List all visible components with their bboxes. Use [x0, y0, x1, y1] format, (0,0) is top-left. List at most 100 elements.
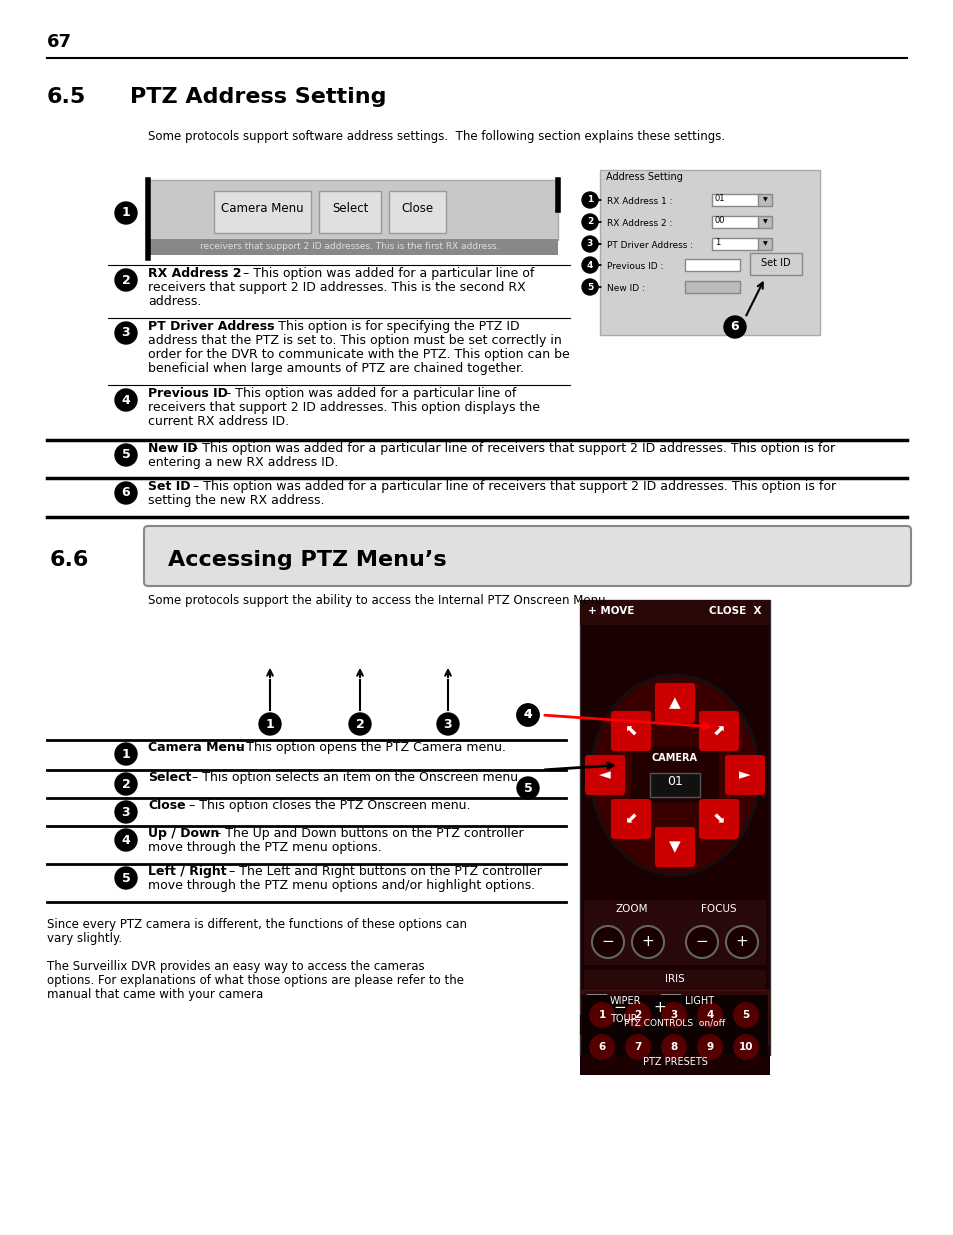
FancyBboxPatch shape — [318, 191, 380, 233]
Bar — [583, 900, 765, 965]
Text: 1: 1 — [714, 238, 720, 247]
Text: move through the PTZ menu options and/or highlight options.: move through the PTZ menu options and/or… — [148, 879, 535, 892]
FancyBboxPatch shape — [389, 191, 446, 233]
Text: manual that came with your camera: manual that came with your camera — [47, 988, 263, 1002]
Text: 9: 9 — [706, 1042, 713, 1052]
Text: 2: 2 — [586, 217, 593, 226]
Text: 01: 01 — [666, 776, 682, 788]
Text: 4: 4 — [121, 394, 131, 406]
Circle shape — [258, 713, 281, 735]
Bar — [583, 969, 765, 1025]
Circle shape — [624, 1034, 650, 1060]
Circle shape — [732, 1002, 759, 1028]
Bar — [711, 216, 760, 228]
Text: 4: 4 — [523, 709, 532, 721]
Circle shape — [588, 1034, 615, 1060]
Text: Address Setting: Address Setting — [605, 172, 682, 182]
Text: Left / Right: Left / Right — [148, 864, 227, 878]
Circle shape — [517, 704, 538, 726]
Text: ►: ► — [739, 767, 750, 783]
Text: ⬋: ⬋ — [624, 811, 637, 826]
Text: CLOSE  X: CLOSE X — [709, 606, 761, 616]
Circle shape — [115, 269, 137, 291]
Text: +: + — [653, 1000, 666, 1015]
Text: ▼: ▼ — [761, 198, 766, 203]
Text: 5: 5 — [741, 1010, 749, 1020]
Circle shape — [115, 482, 137, 504]
FancyBboxPatch shape — [584, 755, 624, 795]
FancyBboxPatch shape — [699, 799, 739, 839]
Text: address.: address. — [148, 295, 201, 308]
Circle shape — [517, 777, 538, 799]
Text: −: − — [695, 935, 708, 950]
Text: CAMERA: CAMERA — [651, 753, 698, 763]
Bar — [649, 773, 700, 797]
Circle shape — [697, 1034, 722, 1060]
Text: – This option was added for a particular line of receivers that support 2 ID add: – This option was added for a particular… — [189, 480, 835, 493]
Text: −: − — [613, 1000, 626, 1015]
Text: setting the new RX address.: setting the new RX address. — [148, 494, 324, 508]
Text: address that the PTZ is set to. This option must be set correctly in: address that the PTZ is set to. This opt… — [148, 333, 561, 347]
FancyBboxPatch shape — [724, 755, 764, 795]
Circle shape — [631, 926, 663, 958]
Text: New ID :: New ID : — [606, 284, 644, 293]
Text: ▲: ▲ — [668, 695, 680, 710]
Text: Previous ID :: Previous ID : — [606, 262, 662, 270]
Text: move through the PTZ menu options.: move through the PTZ menu options. — [148, 841, 381, 853]
Text: current RX address ID.: current RX address ID. — [148, 415, 289, 429]
Bar — [749, 253, 801, 275]
Bar — [758, 216, 771, 228]
Text: +: + — [641, 935, 654, 950]
Text: Some protocols support software address settings.  The following section explain: Some protocols support software address … — [148, 130, 724, 143]
Text: PTZ Address Setting: PTZ Address Setting — [130, 86, 386, 107]
Text: receivers that support 2 ID addresses. This is the second RX: receivers that support 2 ID addresses. T… — [148, 282, 525, 294]
Text: ⬈: ⬈ — [712, 724, 724, 739]
Text: 1: 1 — [121, 206, 131, 220]
Text: 6.5: 6.5 — [47, 86, 86, 107]
Text: – This option closes the PTZ Onscreen menu.: – This option closes the PTZ Onscreen me… — [185, 799, 470, 811]
Ellipse shape — [590, 676, 759, 876]
Text: PTZ CONTROLS  on/off: PTZ CONTROLS on/off — [624, 1018, 725, 1028]
Text: – This option was added for a particular line of: – This option was added for a particular… — [239, 267, 534, 280]
Circle shape — [581, 279, 598, 295]
Text: 5: 5 — [586, 283, 593, 291]
Text: 5: 5 — [121, 872, 131, 884]
Text: 2: 2 — [121, 273, 131, 287]
Text: 67: 67 — [47, 33, 71, 51]
Text: receivers that support 2 ID addresses. This is the first RX address.: receivers that support 2 ID addresses. T… — [200, 242, 499, 251]
Circle shape — [581, 214, 598, 230]
Text: 7: 7 — [634, 1042, 641, 1052]
Text: ▼: ▼ — [761, 219, 766, 224]
FancyBboxPatch shape — [659, 994, 681, 1011]
Text: – The Up and Down buttons on the PTZ controller: – The Up and Down buttons on the PTZ con… — [211, 827, 523, 840]
Text: RX Address 2: RX Address 2 — [148, 267, 241, 280]
Text: – The Left and Right buttons on the PTZ controller: – The Left and Right buttons on the PTZ … — [225, 864, 541, 878]
Circle shape — [723, 316, 745, 338]
Text: +: + — [735, 935, 747, 950]
Text: 1: 1 — [265, 718, 274, 730]
Circle shape — [115, 802, 137, 823]
Text: Close: Close — [401, 203, 433, 215]
Circle shape — [349, 713, 371, 735]
Text: 00: 00 — [714, 216, 724, 225]
Circle shape — [643, 992, 676, 1024]
Circle shape — [660, 1002, 686, 1028]
Text: ⬉: ⬉ — [624, 724, 637, 739]
Text: – This option selects an item on the Onscreen menu.: – This option selects an item on the Ons… — [188, 771, 521, 784]
Text: IRIS: IRIS — [664, 974, 684, 984]
Circle shape — [115, 829, 137, 851]
FancyBboxPatch shape — [585, 994, 607, 1011]
Text: 5: 5 — [121, 448, 131, 462]
Text: PT Driver Address: PT Driver Address — [148, 320, 274, 333]
Circle shape — [592, 926, 623, 958]
Bar — [630, 747, 719, 803]
Text: 6: 6 — [598, 1042, 605, 1052]
Text: Up / Down: Up / Down — [148, 827, 219, 840]
Bar — [711, 194, 760, 206]
Bar — [148, 180, 558, 240]
Text: 6.6: 6.6 — [50, 550, 90, 571]
Circle shape — [603, 992, 636, 1024]
Text: – This option was added for a particular line of receivers that support 2 ID add: – This option was added for a particular… — [192, 442, 834, 454]
Text: 3: 3 — [586, 240, 593, 248]
Circle shape — [581, 236, 598, 252]
